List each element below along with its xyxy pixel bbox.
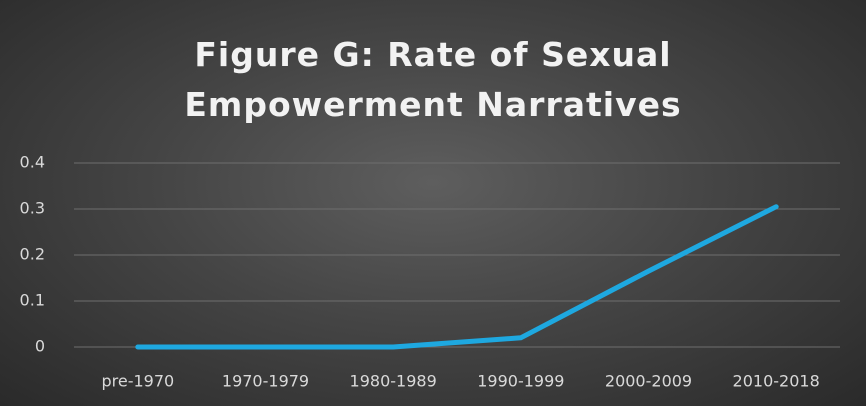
y-tick-label: 0.2 xyxy=(20,245,45,264)
y-tick-label: 0.1 xyxy=(20,291,45,310)
y-tick-label: 0.4 xyxy=(20,153,45,172)
x-tick-label: 1990-1999 xyxy=(477,372,564,391)
x-tick-label: 2010-2018 xyxy=(733,372,820,391)
x-tick-label: pre-1970 xyxy=(101,372,174,391)
x-tick-label: 1980-1989 xyxy=(350,372,437,391)
x-tick-label: 1970-1979 xyxy=(222,372,309,391)
chart-title: Figure G: Rate of Sexual Empowerment Nar… xyxy=(184,35,682,124)
series-line xyxy=(135,204,779,350)
y-tick-label: 0.3 xyxy=(20,199,45,218)
x-tick-label: 2000-2009 xyxy=(605,372,692,391)
y-tick-label: 0 xyxy=(35,337,45,356)
